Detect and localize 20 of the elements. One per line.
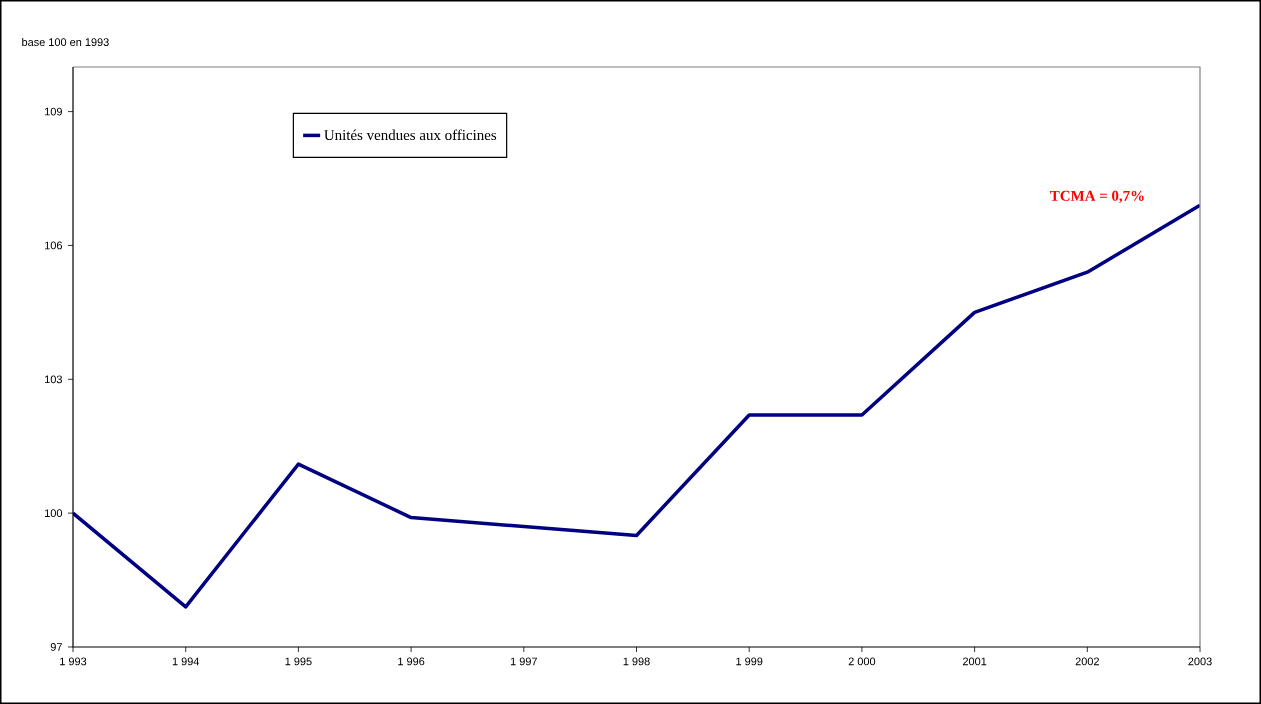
y-tick-label: 106 xyxy=(45,241,62,250)
x-tick-label: 1 997 xyxy=(510,657,537,666)
legend-label: Unités vendues aux officines xyxy=(324,129,497,141)
x-tick-label: 1 999 xyxy=(736,657,763,666)
x-tick-label: 2 000 xyxy=(848,657,876,666)
x-tick-label: 1 994 xyxy=(172,657,200,666)
x-tick-label: 1 993 xyxy=(60,657,87,666)
y-axis-title: base 100 en 1993 xyxy=(22,37,109,47)
x-tick-label: 1 996 xyxy=(398,657,425,666)
annotation: TCMA = 0,7% xyxy=(1050,190,1144,204)
line-series xyxy=(73,203,1201,609)
x-tick-label: 1 995 xyxy=(285,657,312,666)
y-tick-label: 100 xyxy=(45,509,63,518)
x-tick-label: 2003 xyxy=(1188,657,1212,666)
y-tick-label: 97 xyxy=(50,643,62,651)
y-tick-label: 109 xyxy=(45,107,62,116)
x-tick-label: 2002 xyxy=(1075,657,1099,666)
x-tick-label: 2001 xyxy=(962,657,987,666)
x-tick-label: 1 998 xyxy=(623,657,650,666)
y-tick-label: 103 xyxy=(45,375,62,384)
